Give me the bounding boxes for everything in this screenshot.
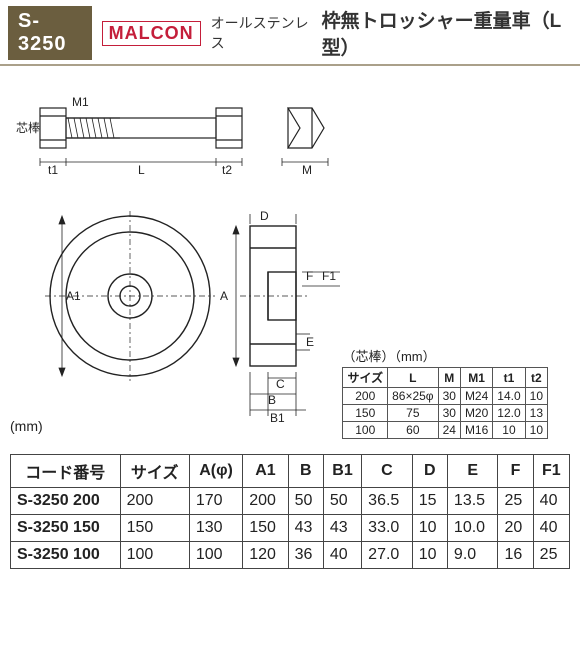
main-col: D [412,455,447,488]
table-row: S-3250 200 200 170 200 50 50 36.5 15 13.… [11,488,570,515]
diagram-area: 芯棒 M1 t1 L t2 M [10,76,570,436]
main-header-row: コード番号 サイズ A(φ) A1 B B1 C D E F F1 [11,455,570,488]
shinbo-caption: （芯棒）（mm） [342,346,548,367]
product-code-badge: S-3250 [8,6,92,60]
label-m1: M1 [72,95,89,109]
shinbo-col: M [438,368,460,388]
shinbo-col: M1 [460,368,492,388]
main-col: B1 [323,455,361,488]
label-d: D [260,209,269,223]
shinbo-col: t1 [493,368,525,388]
label-l: L [138,163,145,177]
main-spec-table: コード番号 サイズ A(φ) A1 B B1 C D E F F1 S-3250… [10,454,570,569]
label-b1: B1 [270,411,285,425]
shinbo-row: 100 60 24 M16 10 10 [343,422,548,439]
label-b: B [268,393,276,407]
subtitle-label: オールステンレス [211,13,312,53]
shinbo-col: L [388,368,438,388]
title-label: 枠無トロッシャー重量車（L型） [322,6,572,60]
label-m: M [302,163,312,177]
main-col: F1 [533,455,569,488]
table-row: S-3250 100 100 100 120 36 40 27.0 10 9.0… [11,542,570,569]
shinbo-table: （芯棒）（mm） サイズ L M M1 t1 t2 200 86×25φ 30 … [342,346,548,439]
main-col: F [498,455,533,488]
label-a1: A1 [66,289,81,303]
main-col: コード番号 [11,455,121,488]
shinbo-col: サイズ [343,368,388,388]
label-t2: t2 [222,163,232,177]
unit-label-mm: (mm) [10,418,43,434]
label-f1: F1 [322,269,336,283]
table-row: S-3250 150 150 130 150 43 43 33.0 10 10.… [11,515,570,542]
label-c: C [276,377,285,391]
label-t1: t1 [48,163,58,177]
label-e: E [306,335,314,349]
main-col: B [288,455,323,488]
label-shinbo: 芯棒 [16,121,40,135]
main-col: E [447,455,498,488]
shinbo-col: t2 [525,368,547,388]
shinbo-row: 150 75 30 M20 12.0 13 [343,405,548,422]
main-col: A1 [243,455,288,488]
label-f: F [306,269,313,283]
main-col: A(φ) [189,455,242,488]
main-col: サイズ [120,455,189,488]
shinbo-header-row: サイズ L M M1 t1 t2 [343,368,548,388]
label-a: A [220,289,228,303]
brand-label: MALCON [102,21,201,46]
main-col: C [362,455,413,488]
header: S-3250 MALCON オールステンレス 枠無トロッシャー重量車（L型） [0,0,580,66]
shinbo-row: 200 86×25φ 30 M24 14.0 10 [343,388,548,405]
